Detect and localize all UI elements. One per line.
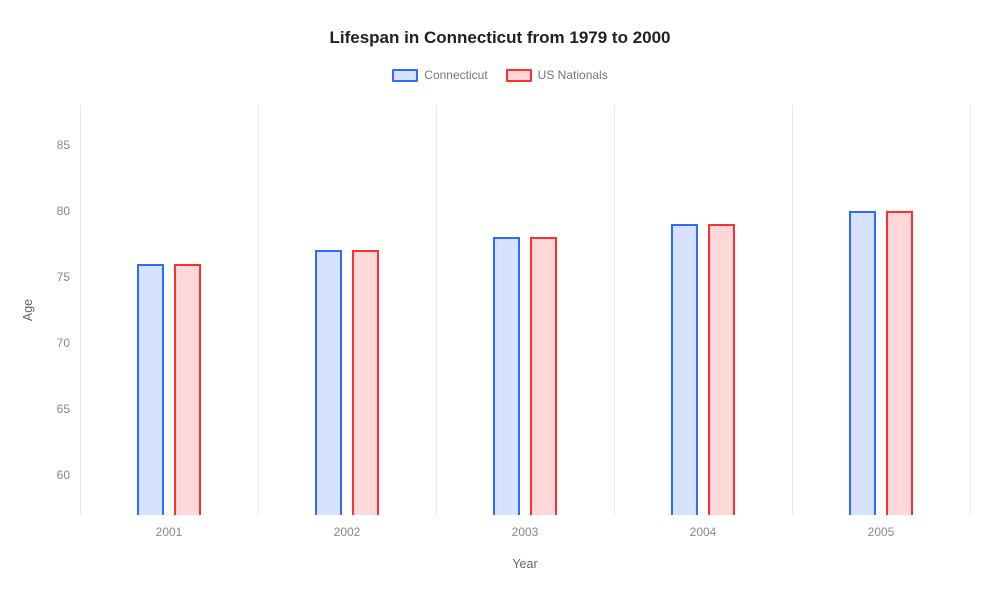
y-tick-label: 60	[57, 468, 80, 482]
grid-line-v	[436, 105, 437, 515]
bar-connecticut	[671, 224, 698, 515]
x-tick-label: 2004	[690, 515, 717, 539]
legend-item-1: US Nationals	[506, 68, 608, 82]
bar-us-nationals	[530, 237, 557, 515]
y-tick-label: 70	[57, 336, 80, 350]
legend-label-1: US Nationals	[538, 68, 608, 82]
x-tick-label: 2003	[512, 515, 539, 539]
y-axis-title: Age	[21, 299, 35, 321]
legend-swatch-0	[392, 69, 418, 82]
grid-line-v	[614, 105, 615, 515]
bar-connecticut	[137, 264, 164, 515]
chart-container: Lifespan in Connecticut from 1979 to 200…	[0, 0, 1000, 600]
x-tick-label: 2005	[868, 515, 895, 539]
bar-us-nationals	[886, 211, 913, 515]
bar-us-nationals	[352, 250, 379, 515]
legend: Connecticut US Nationals	[0, 68, 1000, 82]
y-tick-label: 80	[57, 204, 80, 218]
bar-us-nationals	[708, 224, 735, 515]
legend-item-0: Connecticut	[392, 68, 487, 82]
bar-us-nationals	[174, 264, 201, 515]
legend-label-0: Connecticut	[424, 68, 487, 82]
x-tick-label: 2002	[334, 515, 361, 539]
y-tick-label: 85	[57, 138, 80, 152]
grid-line-v	[970, 105, 971, 515]
grid-line-v	[792, 105, 793, 515]
legend-swatch-1	[506, 69, 532, 82]
grid-line-v	[80, 105, 81, 515]
bar-connecticut	[315, 250, 342, 515]
x-axis-title: Year	[512, 557, 537, 571]
plot-area: 60657075808520012002200320042005	[80, 105, 970, 515]
y-tick-label: 65	[57, 402, 80, 416]
grid-line-v	[258, 105, 259, 515]
bar-connecticut	[493, 237, 520, 515]
y-tick-label: 75	[57, 270, 80, 284]
bar-connecticut	[849, 211, 876, 515]
chart-title: Lifespan in Connecticut from 1979 to 200…	[0, 28, 1000, 48]
x-tick-label: 2001	[156, 515, 183, 539]
